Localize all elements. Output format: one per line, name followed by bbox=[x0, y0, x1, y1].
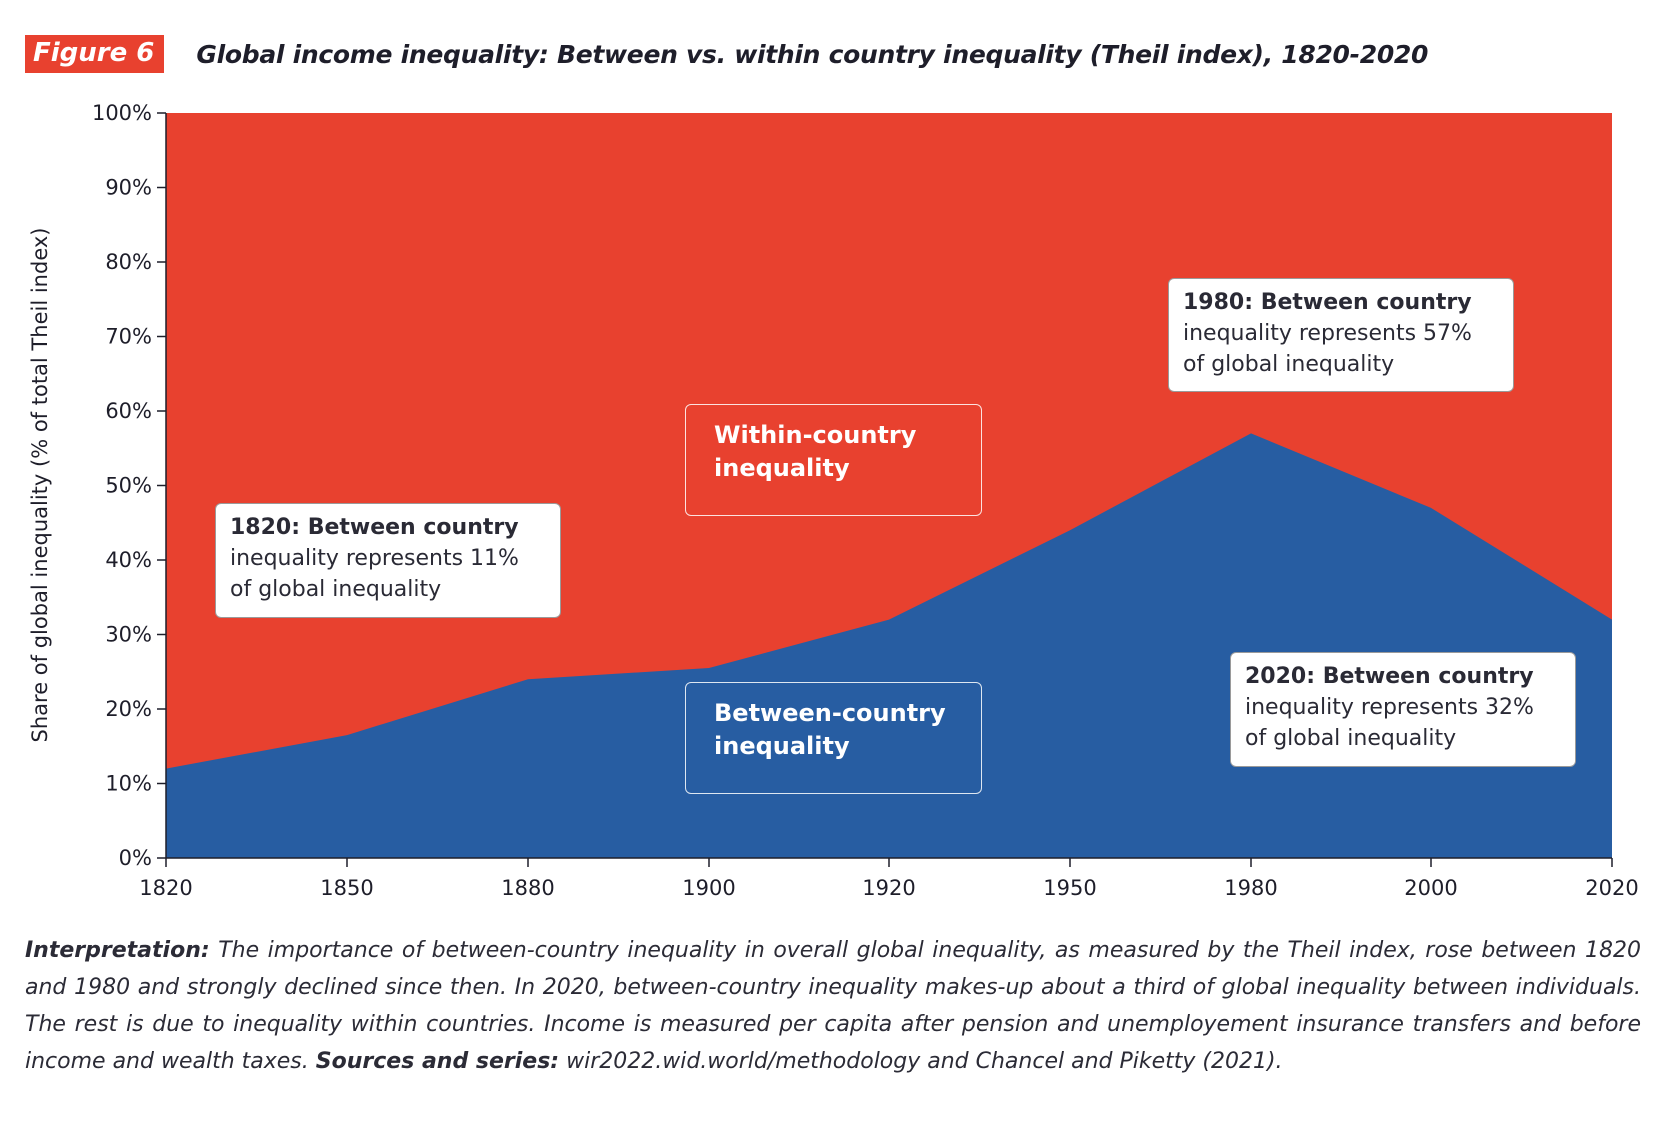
y-tick-label: 0% bbox=[119, 846, 152, 870]
x-tick-label: 2000 bbox=[1404, 876, 1457, 900]
interpretation-label: Interpretation: bbox=[25, 938, 210, 963]
annotation-1980-line1: 1980: Between country bbox=[1183, 290, 1472, 315]
sources-text: wir2022.wid.world/methodology and Chance… bbox=[559, 1049, 1283, 1074]
figure-header: Figure 6 Global income inequality: Betwe… bbox=[25, 35, 1428, 73]
y-tick-label: 60% bbox=[105, 399, 152, 423]
y-tick-label: 50% bbox=[105, 474, 152, 498]
y-tick-label: 70% bbox=[105, 325, 152, 349]
y-axis: 0% 10% 20% 30% 40% 50% 60% 70% 80% 90% 100% bbox=[92, 101, 167, 870]
annotation-1820-line2: inequality represents 11% bbox=[230, 546, 519, 571]
x-tick-label: 1850 bbox=[320, 876, 373, 900]
y-tick-label: 40% bbox=[105, 548, 152, 572]
interpretation-note: Interpretation: The importance of betwee… bbox=[25, 932, 1641, 1080]
y-tick-label: 30% bbox=[105, 623, 152, 647]
x-tick-label: 1880 bbox=[501, 876, 554, 900]
x-tick-label: 1920 bbox=[862, 876, 915, 900]
x-tick-label: 1980 bbox=[1224, 876, 1277, 900]
sources-label: Sources and series: bbox=[315, 1049, 560, 1074]
annotation-2020-line1: 2020: Between country bbox=[1245, 664, 1534, 689]
between-country-label-line2: inequality bbox=[714, 732, 850, 760]
within-country-label-line1: Within-country bbox=[714, 421, 917, 449]
figure-title: Global income inequality: Between vs. wi… bbox=[196, 39, 1429, 69]
x-tick-label: 1950 bbox=[1043, 876, 1096, 900]
between-country-label: Between-country inequality bbox=[685, 682, 982, 794]
interpretation-text: The importance of between-country inequa… bbox=[25, 938, 1641, 1074]
x-tick-label: 1820 bbox=[139, 876, 192, 900]
y-tick-label: 80% bbox=[105, 250, 152, 274]
within-country-label-line2: inequality bbox=[714, 454, 850, 482]
annotation-1980-line3: of global inequality bbox=[1183, 352, 1395, 377]
annotation-2020-line3: of global inequality bbox=[1245, 726, 1457, 751]
annotation-1820-line1: 1820: Between country bbox=[230, 515, 519, 540]
annotation-1980-line2: inequality represents 57% bbox=[1183, 321, 1472, 346]
annotation-1980: 1980: Between country inequality represe… bbox=[1168, 278, 1514, 392]
x-axis: 1820 1850 1880 1900 1920 1950 1980 2000 2020 bbox=[139, 857, 1639, 900]
y-axis-label: Share of global inequality (% of total T… bbox=[28, 228, 52, 743]
annotation-1820-line3: of global inequality bbox=[230, 577, 442, 602]
y-tick-label: 20% bbox=[105, 697, 152, 721]
y-tick-label: 100% bbox=[92, 101, 152, 125]
annotation-2020: 2020: Between country inequality represe… bbox=[1230, 652, 1576, 767]
between-country-label-line1: Between-country bbox=[714, 699, 946, 727]
figure-label: Figure 6 bbox=[25, 35, 165, 73]
y-tick-label: 10% bbox=[105, 772, 152, 796]
y-tick-label: 90% bbox=[105, 176, 152, 200]
within-country-label: Within-country inequality bbox=[685, 404, 982, 516]
annotation-2020-line2: inequality represents 32% bbox=[1245, 695, 1534, 720]
x-tick-label: 1900 bbox=[682, 876, 735, 900]
annotation-1820: 1820: Between country inequality represe… bbox=[215, 503, 561, 618]
x-tick-label: 2020 bbox=[1585, 876, 1638, 900]
